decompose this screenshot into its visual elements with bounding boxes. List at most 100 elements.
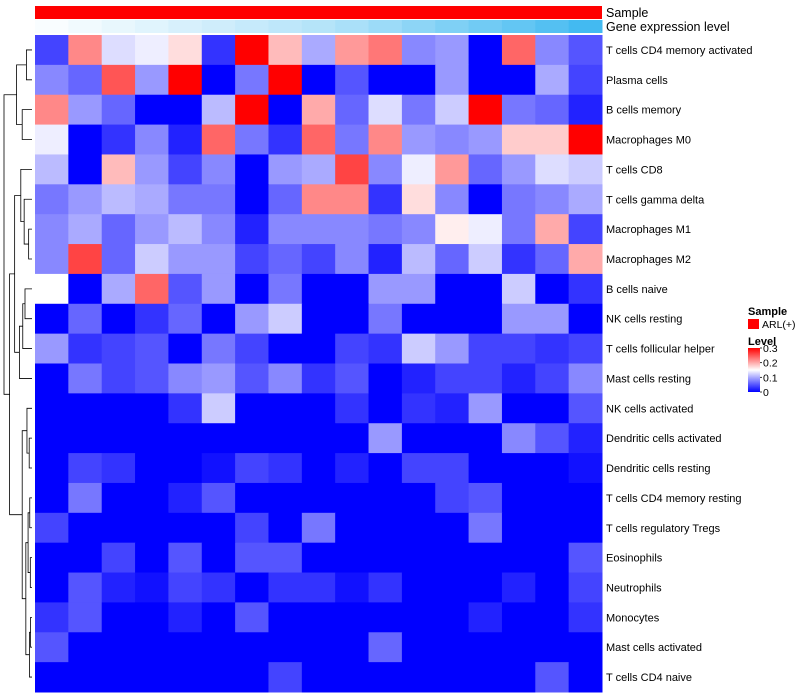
- heatmap-cell: [168, 303, 203, 335]
- row-label: Plasma cells: [606, 75, 668, 87]
- heatmap-cell: [435, 154, 470, 185]
- sample-annotation-bar: [35, 6, 602, 19]
- heatmap-cell: [468, 512, 503, 544]
- heatmap-cell: [501, 423, 536, 454]
- annotation-label-gene-expression: Gene expression level: [606, 20, 730, 34]
- row-label: Neutrophils: [606, 582, 662, 594]
- heatmap-cell: [368, 393, 403, 424]
- heatmap-cell: [268, 482, 303, 514]
- heatmap-cell: [301, 602, 336, 633]
- heatmap-cell: [535, 482, 570, 514]
- heatmap-cell: [568, 124, 603, 155]
- heatmap-cell: [168, 363, 203, 394]
- heatmap-cell: [268, 423, 303, 454]
- heatmap-cell: [301, 482, 336, 514]
- heatmap-cell: [435, 94, 470, 126]
- heatmap-cell: [135, 94, 169, 126]
- heatmap-cell: [168, 214, 203, 245]
- heatmap-cell: [101, 244, 136, 275]
- heatmap-cell: [335, 124, 370, 155]
- heatmap-cell: [335, 184, 370, 215]
- heatmap-cell: [501, 64, 536, 96]
- heatmap-cell: [568, 453, 603, 484]
- heatmap-cell: [135, 423, 169, 454]
- heatmap-cell: [568, 64, 603, 96]
- heatmap-cell: [101, 64, 136, 96]
- heatmap-cell: [101, 393, 136, 424]
- gene-expression-annotation-cell: [535, 20, 570, 33]
- heatmap-cell: [101, 423, 136, 454]
- heatmap-cell: [468, 602, 503, 633]
- heatmap-cell: [335, 602, 370, 633]
- heatmap-cell: [401, 662, 436, 693]
- heatmap-cell: [568, 512, 603, 544]
- heatmap-cell: [235, 512, 269, 544]
- heatmap-cell: [568, 393, 603, 424]
- heatmap-cell: [301, 184, 336, 215]
- heatmap-cell: [201, 303, 236, 335]
- heatmap-cell: [335, 94, 370, 126]
- heatmap-cell: [201, 244, 236, 275]
- heatmap-cell: [35, 303, 69, 335]
- heatmap-cell: [468, 662, 503, 693]
- heatmap-cell: [135, 632, 169, 663]
- heatmap-cell: [301, 662, 336, 693]
- heatmap-cell: [501, 94, 536, 126]
- row-label: B cells naive: [606, 284, 668, 296]
- heatmap-cell: [201, 482, 236, 514]
- heatmap-cell: [235, 662, 269, 693]
- heatmap-cell: [535, 542, 570, 574]
- heatmap-cell: [468, 35, 503, 66]
- heatmap-cell: [401, 632, 436, 663]
- row-label: Dendritic cells resting: [606, 463, 711, 475]
- heatmap-cell: [535, 214, 570, 245]
- heatmap-cell: [368, 333, 403, 364]
- heatmap-cell: [301, 393, 336, 424]
- heatmap-cell: [235, 363, 269, 394]
- dendrogram-branch: [29, 557, 32, 588]
- heatmap-cell: [301, 154, 336, 185]
- heatmap-cell: [335, 572, 370, 603]
- heatmap-cell: [268, 303, 303, 335]
- heatmap-cell: [435, 482, 470, 514]
- heatmap-cell: [268, 124, 303, 155]
- heatmap-cell: [101, 124, 136, 155]
- heatmap-cell: [68, 184, 103, 215]
- heatmap-cell: [35, 184, 69, 215]
- heatmap-cell: [268, 273, 303, 305]
- heatmap-cell: [435, 542, 470, 574]
- heatmap-cell: [368, 423, 403, 454]
- heatmap-cell: [335, 423, 370, 454]
- heatmap-cell: [301, 244, 336, 275]
- heatmap-cell: [435, 393, 470, 424]
- heatmap-cell: [101, 94, 136, 126]
- legend-level-ticks: 0.3 0.2 0.1 0: [760, 343, 778, 399]
- heatmap-cell: [135, 64, 169, 96]
- heatmap-cell: [535, 333, 570, 364]
- heatmap-cell: [201, 273, 236, 305]
- heatmap-cell: [268, 94, 303, 126]
- heatmap-cell: [201, 423, 236, 454]
- heatmap-cell: [35, 363, 69, 394]
- heatmap-cell: [135, 35, 169, 66]
- heatmap-cell: [168, 35, 203, 66]
- heatmap-cell: [235, 572, 269, 603]
- heatmap-cell: [568, 154, 603, 185]
- heatmap-cell: [235, 453, 269, 484]
- heatmap-cell: [401, 542, 436, 574]
- heatmap-cell: [435, 363, 470, 394]
- dendrogram-branch: [16, 64, 27, 125]
- heatmap-cell: [501, 602, 536, 633]
- legend-tick-label: 0.2: [763, 358, 778, 370]
- heatmap-cell: [368, 154, 403, 185]
- heatmap-cell: [468, 154, 503, 185]
- heatmap-cell: [35, 154, 69, 185]
- heatmap-cell: [401, 214, 436, 245]
- heatmap-cell: [535, 35, 570, 66]
- heatmap-cell: [468, 423, 503, 454]
- heatmap-cell: [568, 244, 603, 275]
- heatmap-cell: [168, 333, 203, 364]
- row-label: Mast cells activated: [606, 642, 702, 654]
- heatmap-cell: [535, 602, 570, 633]
- heatmap-cell: [68, 124, 103, 155]
